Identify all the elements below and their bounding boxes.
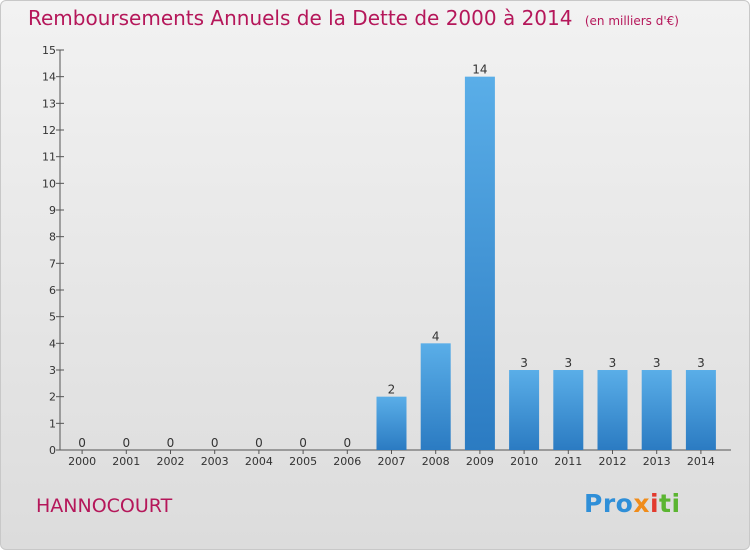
data-label: 0 (343, 436, 351, 450)
bar (553, 370, 584, 450)
data-label: 3 (609, 356, 617, 370)
data-label: 0 (211, 436, 219, 450)
y-tick-label: 13 (42, 97, 56, 110)
proxiti-logo: Proxiti (584, 489, 681, 518)
y-tick-label: 12 (42, 124, 56, 137)
chart-title-text: Remboursements Annuels de la Dette de 20… (28, 6, 573, 30)
x-tick-label: 2006 (333, 455, 361, 468)
logo-part-3: i (649, 489, 660, 518)
data-label: 3 (697, 356, 705, 370)
logo-part-4: ti (659, 489, 681, 518)
data-label: 3 (520, 356, 528, 370)
x-tick-label: 2014 (687, 455, 715, 468)
y-tick-label: 1 (49, 417, 56, 430)
y-tick-label: 9 (49, 204, 56, 217)
y-tick-label: 0 (49, 444, 56, 457)
bar (420, 343, 451, 450)
chart-unit: (en milliers d'€) (584, 14, 679, 28)
bar (464, 76, 495, 451)
x-tick-label: 2007 (378, 455, 406, 468)
commune-name: HANNOCOURT (36, 495, 173, 517)
logo-part-1: Pro (584, 489, 634, 518)
y-tick-label: 14 (42, 71, 56, 84)
x-tick-label: 2000 (68, 455, 96, 468)
x-tick-label: 2009 (466, 455, 494, 468)
x-tick-label: 2003 (201, 455, 229, 468)
data-label: 4 (432, 329, 440, 343)
x-tick-label: 2005 (289, 455, 317, 468)
data-label: 0 (299, 436, 307, 450)
bars (376, 76, 716, 451)
x-tick-label: 2001 (112, 455, 140, 468)
bar (509, 370, 540, 450)
bar (597, 370, 628, 450)
x-tick-label: 2012 (599, 455, 627, 468)
y-tick-label: 11 (42, 151, 56, 164)
data-label: 0 (167, 436, 175, 450)
bar (685, 370, 716, 450)
y-tick-label: 6 (49, 284, 56, 297)
bar (376, 396, 407, 450)
y-tick-label: 15 (42, 44, 56, 57)
data-label: 3 (564, 356, 572, 370)
data-label: 14 (472, 63, 487, 77)
y-tick-label: 8 (49, 231, 56, 244)
y-tick-label: 2 (49, 391, 56, 404)
bar (641, 370, 672, 450)
x-tick-label: 2002 (157, 455, 185, 468)
x-tick-label: 2004 (245, 455, 273, 468)
y-tick-label: 4 (49, 337, 56, 350)
x-tick-label: 2008 (422, 455, 450, 468)
chart-title: Remboursements Annuels de la Dette de 20… (28, 6, 679, 30)
data-label: 3 (653, 356, 661, 370)
y-tick-label: 5 (49, 311, 56, 324)
data-labels: 0 0 0 0 0 0 0 2 4 14 3 3 3 3 3 (78, 63, 704, 450)
y-tick-label: 7 (49, 257, 56, 270)
data-label: 2 (388, 383, 396, 397)
y-tick-label: 3 (49, 364, 56, 377)
data-label: 0 (122, 436, 130, 450)
logo-part-2: x (633, 489, 650, 518)
x-tick-label: 2010 (510, 455, 538, 468)
data-label: 0 (255, 436, 263, 450)
y-tick-label: 10 (42, 177, 56, 190)
x-tick-label: 2013 (643, 455, 671, 468)
x-tick-label: 2011 (554, 455, 582, 468)
data-label: 0 (78, 436, 86, 450)
